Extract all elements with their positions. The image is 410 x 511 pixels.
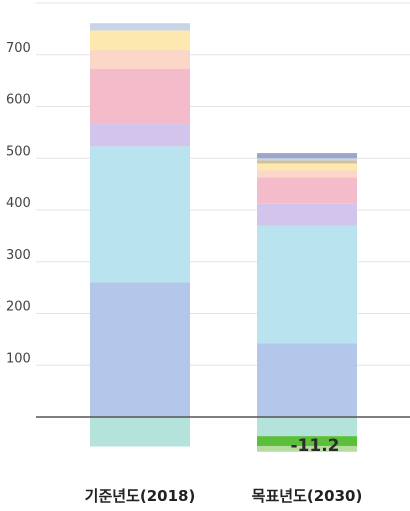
bar-1-segment-2 bbox=[90, 146, 190, 283]
data-labels: -11.2 bbox=[291, 436, 340, 456]
y-tick-label-300: 300 bbox=[6, 248, 31, 263]
bar-2-segment-8 bbox=[257, 158, 357, 161]
category-label-2: 목표년도(2030) bbox=[252, 487, 363, 505]
bar-1-segment-3 bbox=[90, 124, 190, 147]
bar-1-segment-4 bbox=[90, 68, 190, 125]
bar-1-segment-7 bbox=[90, 23, 190, 31]
bar-2-segment-7 bbox=[257, 160, 357, 164]
y-tick-label-600: 600 bbox=[6, 93, 31, 108]
bar-1-negative-segment-1 bbox=[90, 417, 190, 447]
y-tick-label-800: 800 bbox=[6, 0, 31, 4]
y-tick-label-500: 500 bbox=[6, 144, 31, 159]
bar-2-segment-6 bbox=[257, 163, 357, 171]
bar-2-negative-segment-3 bbox=[257, 445, 357, 452]
bar-1-segment-5 bbox=[90, 50, 190, 69]
y-tick-label-200: 200 bbox=[6, 300, 31, 315]
y-tick-label-700: 700 bbox=[6, 41, 31, 56]
bar-1-segment-1 bbox=[90, 282, 190, 417]
category-label-1: 기준년도(2018) bbox=[85, 487, 196, 505]
bar-2-segment-9 bbox=[257, 153, 357, 159]
data-label-bar-2: -11.2 bbox=[291, 436, 340, 456]
y-axis-tick-labels: 800 700 600 500 400 300 200 100 bbox=[6, 0, 31, 366]
bar-2-segment-1 bbox=[257, 343, 357, 417]
bar-2-segment-4 bbox=[257, 177, 357, 204]
bar-2-negative-segment-1 bbox=[257, 417, 357, 437]
bars bbox=[90, 23, 357, 452]
bar-2-segment-2 bbox=[257, 225, 357, 344]
bar-1-segment-6 bbox=[90, 30, 190, 51]
y-tick-label-400: 400 bbox=[6, 196, 31, 211]
bar-2-segment-5 bbox=[257, 170, 357, 178]
y-tick-label-100: 100 bbox=[6, 351, 31, 366]
bar-2-negative-segment-2 bbox=[257, 436, 357, 446]
bar-2-segment-3 bbox=[257, 203, 357, 226]
x-axis-category-labels: 기준년도(2018) 목표년도(2030) bbox=[85, 487, 363, 505]
